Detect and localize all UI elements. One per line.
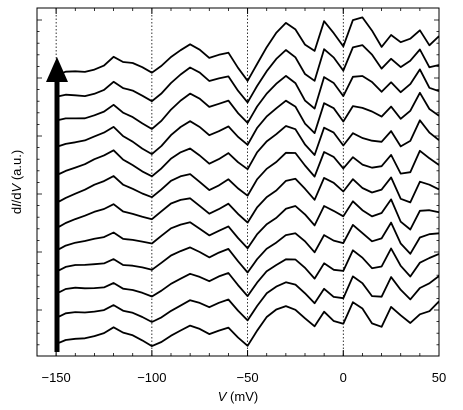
stacking-arrow <box>46 57 68 352</box>
didv-curve <box>57 198 440 251</box>
x-tick-label: 0 <box>340 370 347 385</box>
didv-curve <box>57 221 440 274</box>
y-axis-var2: V <box>9 182 24 192</box>
x-axis-unit: (mV) <box>226 389 258 404</box>
didv-curve <box>57 247 440 298</box>
didv-curve <box>57 275 440 323</box>
didv-curve <box>57 68 440 130</box>
didv-curve <box>57 16 440 82</box>
x-tick-label: 50 <box>432 370 446 385</box>
y-axis-var1: I <box>9 203 24 207</box>
y-axis-part1: d <box>9 207 24 214</box>
dIdV-curves <box>57 16 440 347</box>
x-tick-label: −150 <box>41 370 70 385</box>
arrow-head <box>46 57 68 82</box>
y-axis-part2: /d <box>9 192 24 203</box>
y-axis-unit: (a.u.) <box>9 150 24 184</box>
x-axis-var: V <box>218 389 228 404</box>
x-axis-label: V (mV) <box>218 389 258 404</box>
didv-curve <box>57 149 440 203</box>
didv-curve <box>57 176 440 229</box>
didv-curve <box>57 91 440 155</box>
x-ticks: −150 −100 −50 0 50 <box>41 8 446 385</box>
x-tick-label: −100 <box>137 370 166 385</box>
plot-frame <box>36 7 440 357</box>
didv-curve <box>57 119 440 178</box>
y-axis-label: dI/dV (a.u.) <box>9 150 24 214</box>
didv-curve <box>57 300 440 347</box>
didv-curve <box>57 44 440 104</box>
x-tick-label: −50 <box>237 370 259 385</box>
